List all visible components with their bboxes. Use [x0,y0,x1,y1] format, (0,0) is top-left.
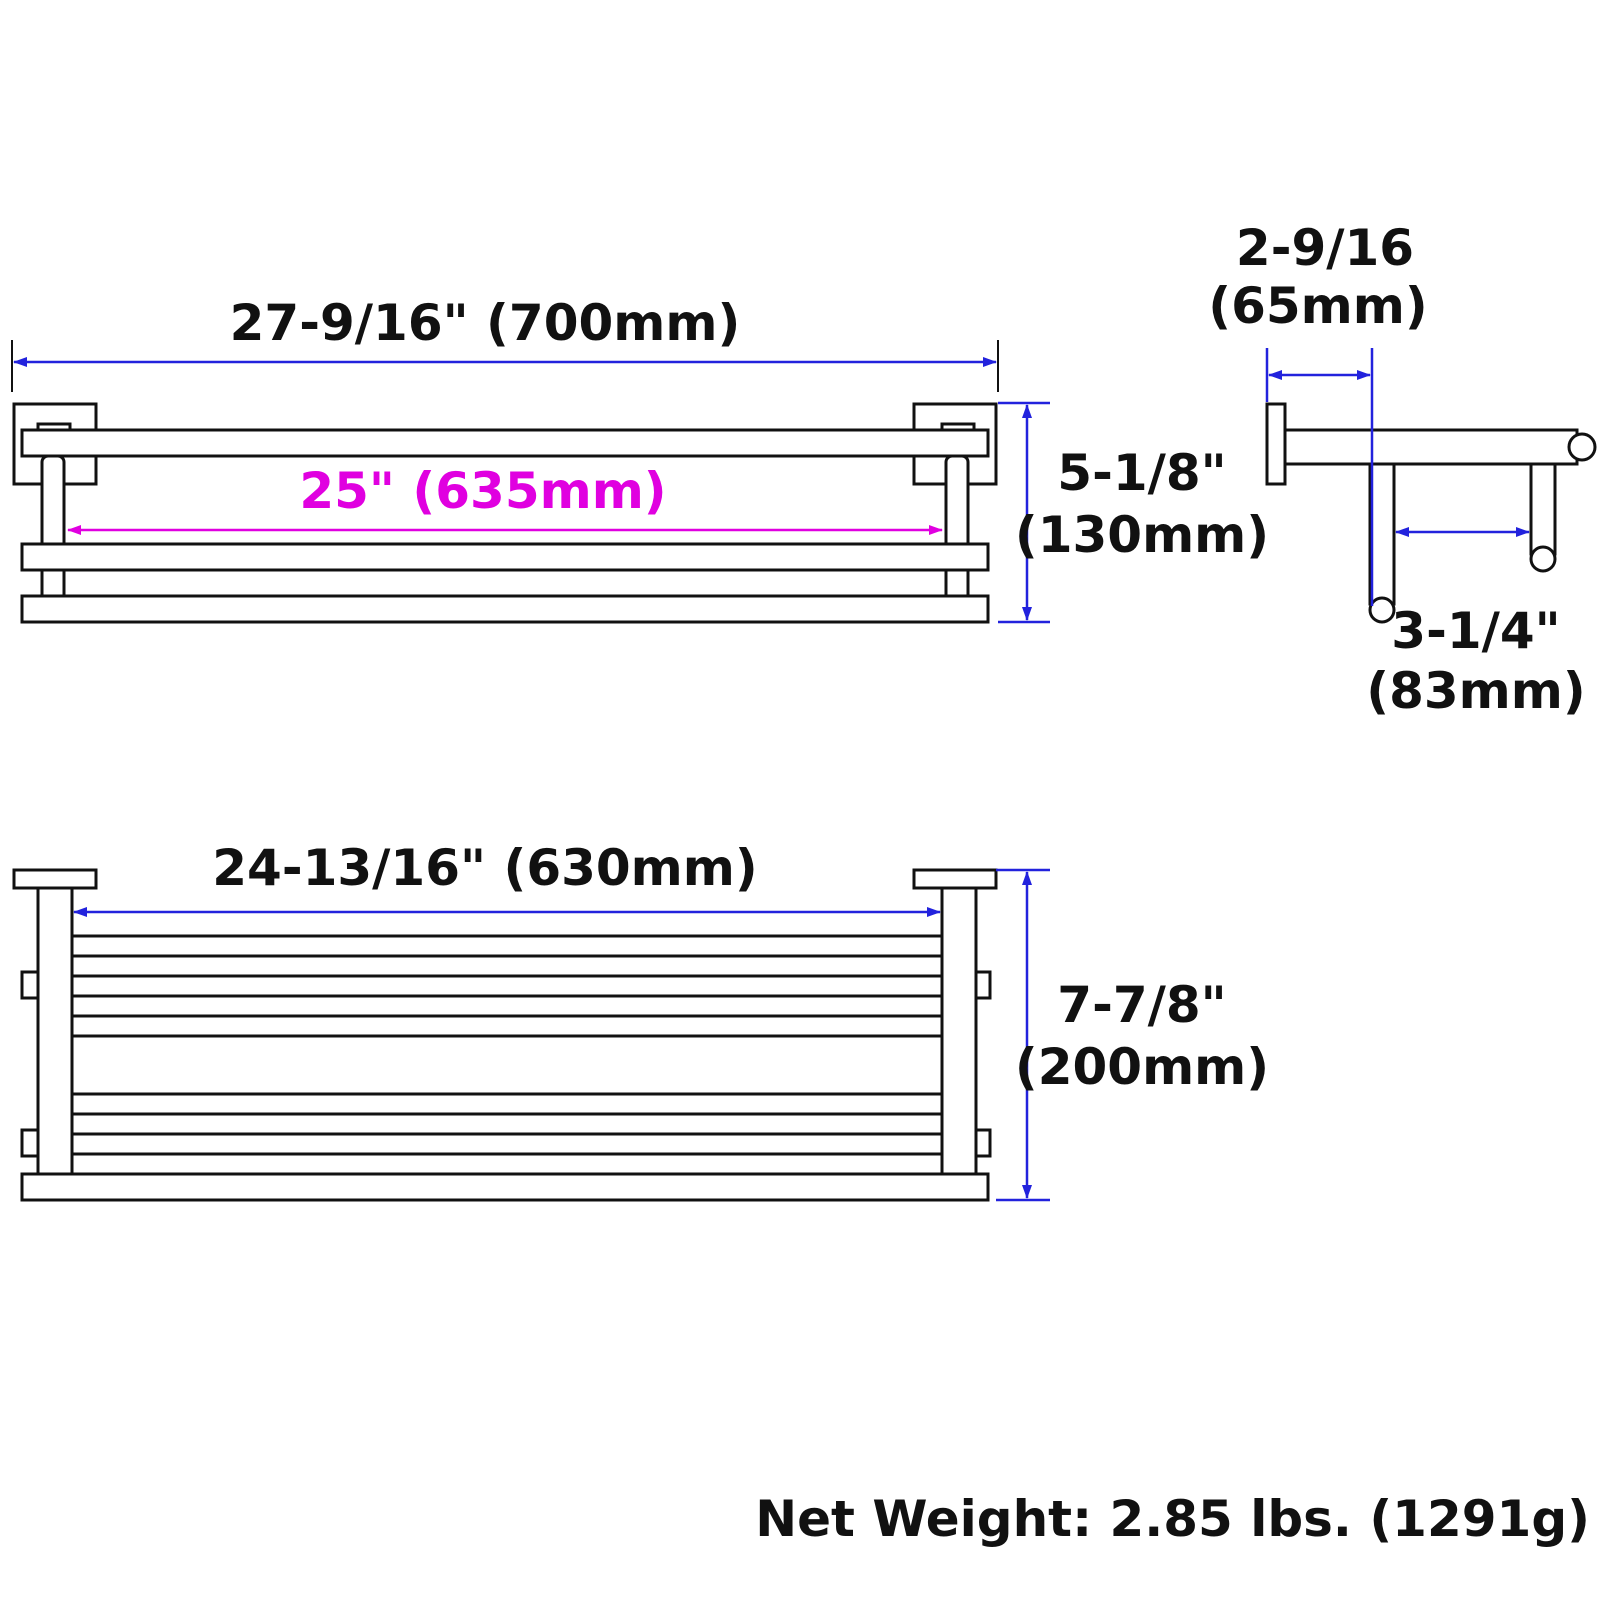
left-post-gap [40,568,66,598]
top-depth-mm: (200mm) [1015,1038,1269,1096]
front-view: 27-9/16" (700mm) 25" (635mm) 5-1/8" (130… [11,294,1269,624]
top-view: 24-13/16" (630mm) 7-7/8" (200mm) [12,839,1269,1202]
shelf-slat [70,1014,944,1038]
right-post-gap [944,568,970,598]
top-left-nub-lower [20,1128,40,1158]
top-front-rail [20,1172,990,1202]
side-depth-mm: (65mm) [1208,277,1427,335]
shelf-slat [70,934,944,958]
shelf-slats [70,934,944,1156]
shelf-slat [70,1132,944,1156]
side-back-hanger [1529,462,1557,556]
inner-width-label: 25" (635mm) [299,462,666,520]
top-depth-inches: 7-7/8" [1057,976,1226,1034]
side-back-rail-end [1529,545,1557,573]
side-wall-plate [1265,402,1287,486]
side-front-hanger [1368,462,1396,606]
shelf-slat [70,974,944,998]
overall-width-label: 27-9/16" (700mm) [230,294,741,352]
top-width-label: 24-13/16" (630mm) [212,839,757,897]
top-right-arm [940,886,978,1192]
front-shelf-rail-upper [20,542,990,572]
front-height-mm: (130mm) [1015,506,1269,564]
top-right-nub-upper [974,970,992,1000]
top-right-wall-plate [912,868,998,890]
net-weight-label: Net Weight: 2.85 lbs. (1291g) [755,1490,1590,1548]
top-left-arm [36,886,74,1192]
top-right-nub-lower [974,1128,992,1158]
top-left-nub-upper [20,970,40,1000]
side-top-arm [1283,428,1579,466]
side-depth-inches: 2-9/16 [1236,219,1414,277]
rail-gap-inches: 3-1/4" [1391,602,1560,660]
rail-gap-mm: (83mm) [1366,662,1585,720]
front-shelf-rail-lower [20,594,990,624]
side-top-rail-end [1567,432,1597,462]
side-front-rail-end [1368,596,1396,624]
side-view: 2-9/16 (65mm) 3-1/4" (83mm) [1208,219,1597,720]
front-top-bar [20,428,990,458]
shelf-slat [70,1092,944,1116]
front-height-inches: 5-1/8" [1057,444,1226,502]
top-left-wall-plate [12,868,98,890]
